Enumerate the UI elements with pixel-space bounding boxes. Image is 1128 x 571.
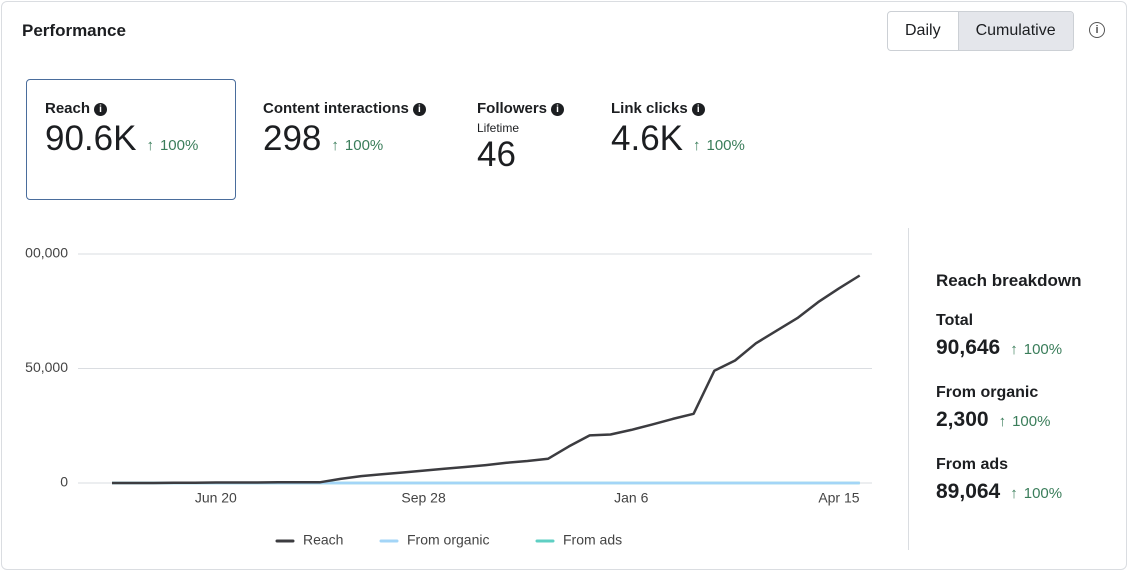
breakdown-label: From organic bbox=[936, 384, 1039, 401]
metric-value: 298 bbox=[263, 119, 322, 158]
metric-change: 100% bbox=[331, 137, 383, 154]
breakdown-row: 2,300 100% bbox=[936, 408, 1050, 432]
daily-button[interactable]: Daily bbox=[905, 22, 941, 39]
metric-change: 100% bbox=[693, 137, 745, 154]
breakdown-title: Reach breakdown bbox=[936, 271, 1082, 290]
y-tick-label: 00,000 bbox=[25, 245, 68, 261]
divider bbox=[908, 228, 909, 550]
selected-metric[interactable] bbox=[26, 79, 236, 200]
breakdown-value: 90,646 bbox=[936, 336, 1001, 359]
breakdown-change: 100% bbox=[1010, 485, 1062, 502]
metric-change: 100% bbox=[146, 137, 198, 154]
metric-value: 90.6K bbox=[45, 119, 137, 158]
breakdown-change: 100% bbox=[999, 413, 1051, 430]
breakdown-label: Total bbox=[936, 312, 974, 329]
metric-label: Content interactions bbox=[263, 100, 409, 117]
x-tick-label: Jan 6 bbox=[614, 490, 648, 506]
legend-label: From ads bbox=[563, 532, 622, 548]
breakdown-label: From ads bbox=[936, 456, 1009, 473]
metric-label: Link clicks bbox=[611, 100, 688, 117]
x-tick-label: Jun 20 bbox=[195, 490, 237, 506]
breakdown-row: 90,646 100% bbox=[936, 336, 1062, 360]
metric-value: 46 bbox=[477, 135, 516, 174]
title: Performance bbox=[22, 21, 126, 40]
info-icon[interactable]: i bbox=[1089, 22, 1105, 38]
x-tick-label: Apr 15 bbox=[818, 490, 859, 506]
metric-label: Followers bbox=[477, 100, 548, 117]
cumulative-button[interactable]: Cumulative bbox=[957, 12, 1073, 50]
toggle: Daily Cumulative bbox=[887, 11, 1074, 51]
metric-sublabel: Lifetime bbox=[477, 121, 520, 135]
breakdown-value: 89,064 bbox=[936, 480, 1001, 503]
breakdown-row: 89,064 100% bbox=[936, 480, 1062, 504]
x-tick-label: Sep 28 bbox=[401, 490, 446, 506]
metric-label: Reach bbox=[45, 100, 91, 117]
breakdown-change: 100% bbox=[1010, 341, 1062, 358]
y-tick-label: 50,000 bbox=[25, 359, 68, 375]
metric-value: 4.6K bbox=[611, 119, 683, 158]
breakdown-value: 2,300 bbox=[936, 408, 989, 431]
metric[interactable]: Followers i Lifetime 46 bbox=[477, 100, 565, 175]
chart: 0 50,000 00,000 Jun 20 Sep 28 Jan 6 Apr 15 Reac… bbox=[25, 245, 872, 548]
legend-label: From organic bbox=[407, 532, 489, 548]
y-tick-label: 0 bbox=[60, 474, 68, 490]
series-line bbox=[112, 274, 861, 485]
legend-label: Reach bbox=[303, 532, 343, 548]
